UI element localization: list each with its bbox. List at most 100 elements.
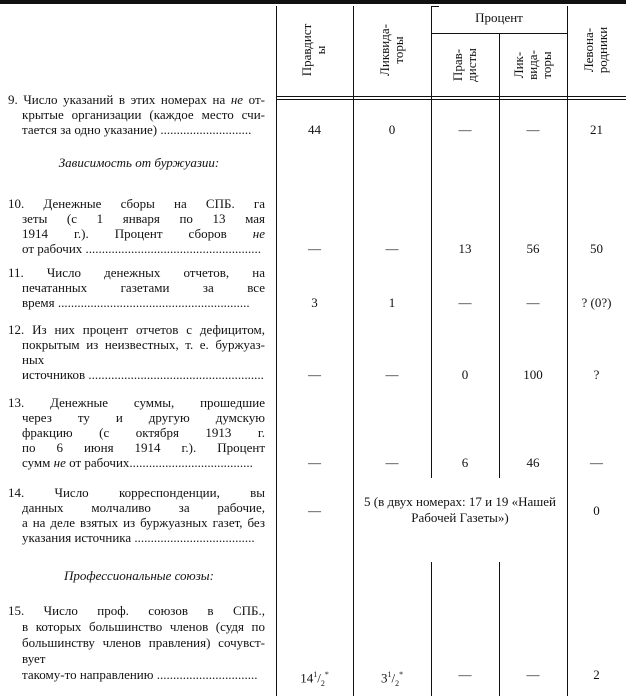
- footnote-mark: *: [324, 670, 329, 679]
- cell-value: 100: [523, 367, 543, 382]
- column-divider: [353, 6, 354, 696]
- label-line: от рабочих .............................…: [8, 241, 265, 256]
- header-line: торы: [539, 51, 554, 79]
- cell-value: ? (0?): [581, 295, 612, 310]
- label-line: печатанных газетами за все: [8, 280, 265, 295]
- header-line: родники: [595, 26, 610, 74]
- cell-value: 21: [590, 122, 603, 137]
- percent-group-rule: [431, 33, 567, 34]
- cell-value: 1: [388, 295, 396, 310]
- cell-value: 0: [388, 122, 396, 137]
- text-segment: время ..................................…: [22, 295, 250, 310]
- label-line: тается за одно указание) ...............…: [8, 122, 265, 137]
- cell-value: 50: [590, 241, 603, 256]
- text-segment: по 6 июня 1914 г.). Процент: [22, 440, 265, 455]
- label-line: а на деле взятых из буржуазных газет, бе…: [8, 515, 265, 530]
- cell-value: —: [308, 455, 321, 470]
- cell-value: —: [526, 667, 540, 682]
- column-divider: [499, 33, 500, 478]
- label-line: 12. Из них процент отчетов с дефицитом,: [8, 322, 265, 337]
- cell-value: ?: [593, 367, 600, 382]
- cell-value: —: [308, 241, 321, 256]
- label-line: 1914 г.). Процент сборов не: [8, 226, 265, 241]
- header-pravdisty: Правдист ы: [299, 24, 328, 77]
- emphasis: не: [252, 226, 265, 241]
- column-divider: [431, 562, 432, 696]
- row-label: 9. Число указаний в этих номерах на не о…: [8, 92, 265, 137]
- cell-value: —: [458, 667, 472, 682]
- column-divider: [431, 6, 432, 478]
- row-label: 12. Из них процент отчетов с дефицитом, п…: [8, 322, 265, 382]
- header-pct-pravdisty: Прав-дисты: [450, 48, 479, 82]
- cell-value: 44: [308, 122, 321, 137]
- cell-value: 46: [526, 455, 540, 470]
- label-line: вует: [8, 651, 265, 667]
- cell-value: —: [308, 503, 321, 518]
- label-line: такому-то направлению ..................…: [8, 667, 265, 683]
- label-line: 15. Число проф. союзов в СПБ.,: [8, 603, 265, 619]
- text-segment: 10. Денежные сборы на СПБ. га: [8, 196, 265, 211]
- top-rule: [0, 0, 626, 4]
- row-label: 13. Денежные суммы, прошедшие через ту и …: [8, 395, 265, 470]
- label-line: в которых большинство членов (судя по: [8, 619, 265, 635]
- text-segment: от рабочих..............................…: [65, 455, 253, 470]
- text-segment: покрытым из неизвестных, т. е. буржуаз-: [22, 337, 265, 352]
- emphasis: не: [53, 455, 66, 470]
- header-line: вида-: [525, 50, 540, 80]
- text-segment: крытые организации (каждое место счи-: [22, 107, 265, 122]
- label-line: по 6 июня 1914 г.). Процент: [8, 440, 265, 455]
- text-segment: 14. Число корреспонденции, вы: [8, 485, 265, 500]
- label-line: сумм не от рабочих......................…: [8, 455, 265, 470]
- label-line: крытые организации (каждое место счи-: [8, 107, 265, 122]
- cell-value: —: [385, 367, 399, 382]
- header-levonarodniki: Левона-родники: [581, 26, 610, 74]
- label-line: 11. Число денежных отчетов, на: [8, 265, 265, 280]
- label-line: 14. Число корреспонденции, вы: [8, 485, 265, 500]
- cell-value: 0: [461, 367, 469, 382]
- text-segment: данных молчаливо за рабочие,: [22, 500, 265, 515]
- text-segment: 1914 г.). Процент сборов: [22, 226, 253, 241]
- text-segment: от рабочих .............................…: [22, 241, 262, 256]
- footnote-mark: *: [399, 670, 404, 679]
- fraction-denominator: 2: [320, 678, 325, 688]
- cell-value: —: [458, 295, 472, 310]
- cell-value: 13: [458, 241, 472, 256]
- label-line: покрытым из неизвестных, т. е. буржуаз-: [8, 337, 265, 352]
- text-segment: сумм: [22, 455, 54, 470]
- fraction-numerator: 1: [313, 670, 318, 679]
- header-line: Левона-: [581, 27, 596, 73]
- cell-value: 56: [526, 241, 540, 256]
- label-line: время ..................................…: [8, 295, 265, 310]
- text-segment: 11. Число денежных отчетов, на: [8, 265, 265, 280]
- column-divider: [567, 6, 568, 696]
- fraction-whole: 3: [380, 670, 388, 686]
- label-line: через ту и другую думскую: [8, 410, 265, 425]
- row-label: 11. Число денежных отчетов, на печатанных…: [8, 265, 265, 310]
- fraction-whole: 14: [300, 670, 314, 686]
- row-label: 15. Число проф. союзов в СПБ., в которых …: [8, 603, 265, 683]
- cell-value: —: [526, 122, 540, 137]
- cell-value: —: [458, 122, 472, 137]
- text-segment: тается за одно указание) ...............…: [22, 122, 252, 137]
- label-line: данных молчаливо за рабочие,: [8, 500, 265, 515]
- cell-value: 3: [311, 295, 318, 310]
- header-line: Лик-: [511, 51, 526, 79]
- header-pct-likvidatory: Лик-вида-торы: [511, 50, 554, 80]
- fraction-denominator: 2: [395, 678, 400, 688]
- cell-value: —: [385, 455, 399, 470]
- text-segment: печатанных газетами за все: [22, 280, 265, 295]
- label-line: указания источника .....................…: [8, 530, 265, 545]
- text-segment: 13. Денежные суммы, прошедшие: [8, 395, 265, 410]
- emphasis: не: [230, 92, 244, 107]
- text-segment: указания источника .....................…: [22, 530, 255, 545]
- text-segment: 9. Число указаний в этих номерах на: [8, 92, 231, 107]
- column-divider: [499, 562, 500, 696]
- text-segment: 12. Из них процент отчетов с дефицитом,: [8, 322, 265, 337]
- section-heading: Зависимость от буржуазии:: [58, 155, 220, 170]
- cell-value: 2: [593, 667, 600, 682]
- row-label: 10. Денежные сборы на СПБ. га зеты (с 1 я…: [8, 196, 265, 256]
- text-segment: вует: [22, 651, 46, 666]
- cell-value: —: [526, 295, 540, 310]
- label-line: фракцию (с октября 1913 г.: [8, 425, 265, 440]
- header-double-rule: [276, 96, 626, 97]
